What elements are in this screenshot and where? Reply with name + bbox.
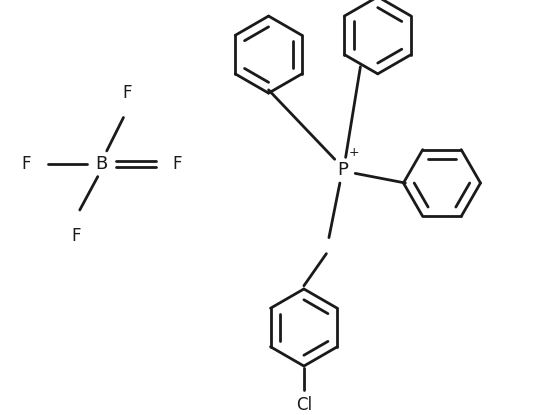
Text: B: B <box>96 155 108 173</box>
Text: +: + <box>349 146 359 159</box>
Text: Cl: Cl <box>296 395 312 414</box>
Text: F: F <box>71 227 81 245</box>
Text: P: P <box>337 161 348 179</box>
Text: F: F <box>21 155 31 173</box>
Text: F: F <box>173 155 182 173</box>
Text: F: F <box>123 84 132 102</box>
